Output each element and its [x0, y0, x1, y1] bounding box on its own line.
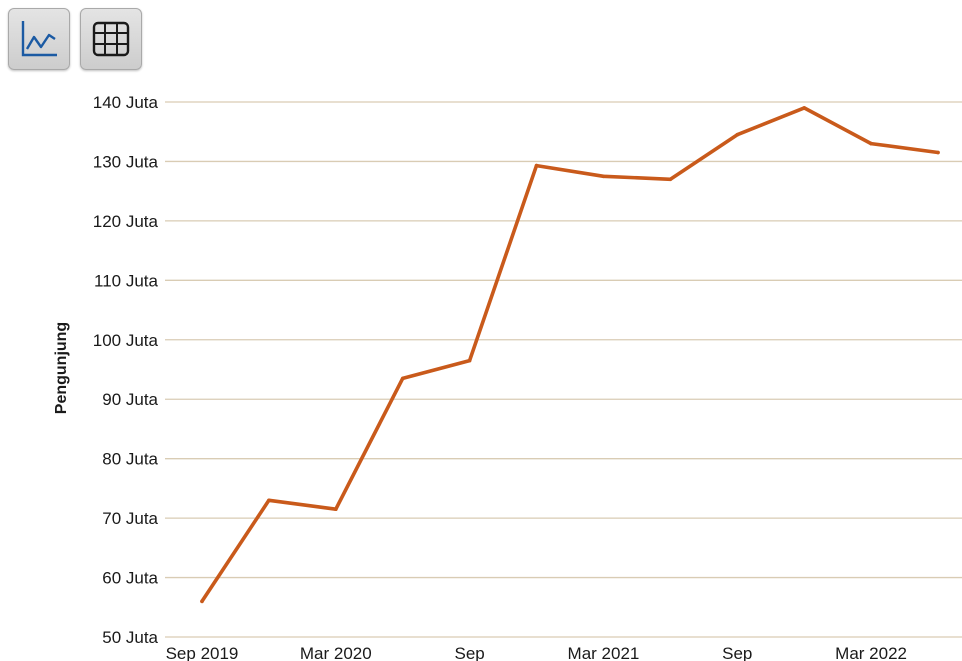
series-line [200, 106, 940, 604]
x-tick-label: Sep 2019 [166, 644, 239, 661]
data-point [467, 358, 472, 363]
data-point [735, 132, 740, 137]
y-tick-label: 140 Juta [93, 93, 159, 112]
x-axis-ticks: Sep 2019 Mar 2020 Sep Mar 2021 Sep Mar 2022 [166, 644, 907, 661]
table-view-button[interactable] [80, 8, 142, 70]
data-point [668, 177, 673, 182]
gridlines [165, 101, 962, 638]
y-tick-label: 80 Juta [102, 450, 158, 469]
data-point [936, 150, 940, 155]
y-tick-label: 100 Juta [93, 331, 159, 350]
y-tick-label: 60 Juta [102, 569, 158, 588]
data-point [400, 376, 405, 381]
y-tick-label: 90 Juta [102, 390, 158, 409]
y-tick-label: 130 Juta [93, 152, 159, 171]
y-tick-label: 50 Juta [102, 628, 158, 647]
table-grid-icon [92, 21, 130, 57]
data-point [534, 163, 539, 168]
x-tick-label: Sep [722, 644, 752, 661]
line-chart-icon [21, 21, 57, 57]
y-axis-label: Pengunjung [53, 322, 70, 414]
data-point [601, 174, 606, 179]
series-layer [200, 106, 940, 604]
x-tick-label: Sep [455, 644, 485, 661]
data-point [334, 507, 338, 511]
data-point [869, 141, 873, 146]
chart-toolbar [8, 8, 142, 70]
x-tick-label: Mar 2022 [835, 644, 907, 661]
y-axis-ticks: 50 Juta 60 Juta 70 Juta 80 Juta 90 Juta 100 J… [93, 93, 159, 647]
y-tick-label: 70 Juta [102, 509, 158, 528]
y-tick-label: 110 Juta [94, 271, 159, 290]
data-point [802, 106, 806, 110]
data-point [267, 498, 271, 503]
line-chart-view-button[interactable] [8, 8, 70, 70]
x-tick-label: Mar 2020 [300, 644, 372, 661]
data-point [200, 599, 204, 604]
x-tick-label: Mar 2021 [568, 644, 640, 661]
y-tick-label: 120 Juta [93, 212, 159, 231]
